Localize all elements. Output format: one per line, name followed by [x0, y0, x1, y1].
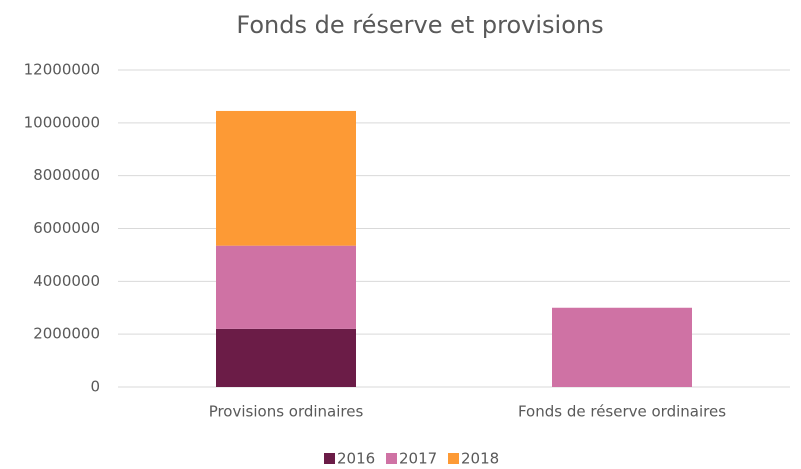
y-tick-label: 0 [90, 378, 100, 396]
bar-segment [216, 245, 356, 329]
y-tick-label: 10000000 [24, 113, 100, 131]
legend-label: 2017 [399, 450, 437, 468]
x-tick-label: Provisions ordinaires [209, 403, 364, 421]
y-tick-label: 6000000 [33, 219, 100, 237]
legend-label: 2018 [461, 450, 499, 468]
y-tick-label: 2000000 [33, 325, 100, 343]
bar-segment [552, 307, 692, 387]
y-tick-label: 12000000 [24, 61, 100, 79]
legend-swatch [448, 453, 459, 464]
chart-title: Fonds de réserve et provisions [236, 11, 603, 39]
y-tick-label: 8000000 [33, 166, 100, 184]
y-tick-label: 4000000 [33, 272, 100, 290]
bar-segment [216, 110, 356, 246]
legend-swatch [386, 453, 397, 464]
x-tick-label: Fonds de réserve ordinaires [518, 403, 726, 421]
legend-swatch [324, 453, 335, 464]
legend-label: 2016 [337, 450, 375, 468]
bar-segment [216, 328, 356, 387]
